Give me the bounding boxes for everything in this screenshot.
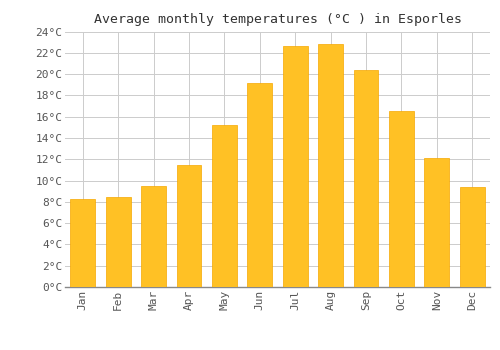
Bar (283, 47, 308, 287)
Bar (70, 199, 95, 287)
Bar (354, 70, 378, 287)
Bar (176, 164, 202, 287)
Bar (389, 111, 414, 287)
Bar (424, 158, 450, 287)
Bar (106, 196, 130, 287)
Bar (460, 187, 484, 287)
Title: Average monthly temperatures (°C ) in Esporles: Average monthly temperatures (°C ) in Es… (94, 13, 462, 26)
Bar (141, 186, 166, 287)
Bar (212, 125, 237, 287)
Bar (248, 83, 272, 287)
Bar (318, 44, 343, 287)
